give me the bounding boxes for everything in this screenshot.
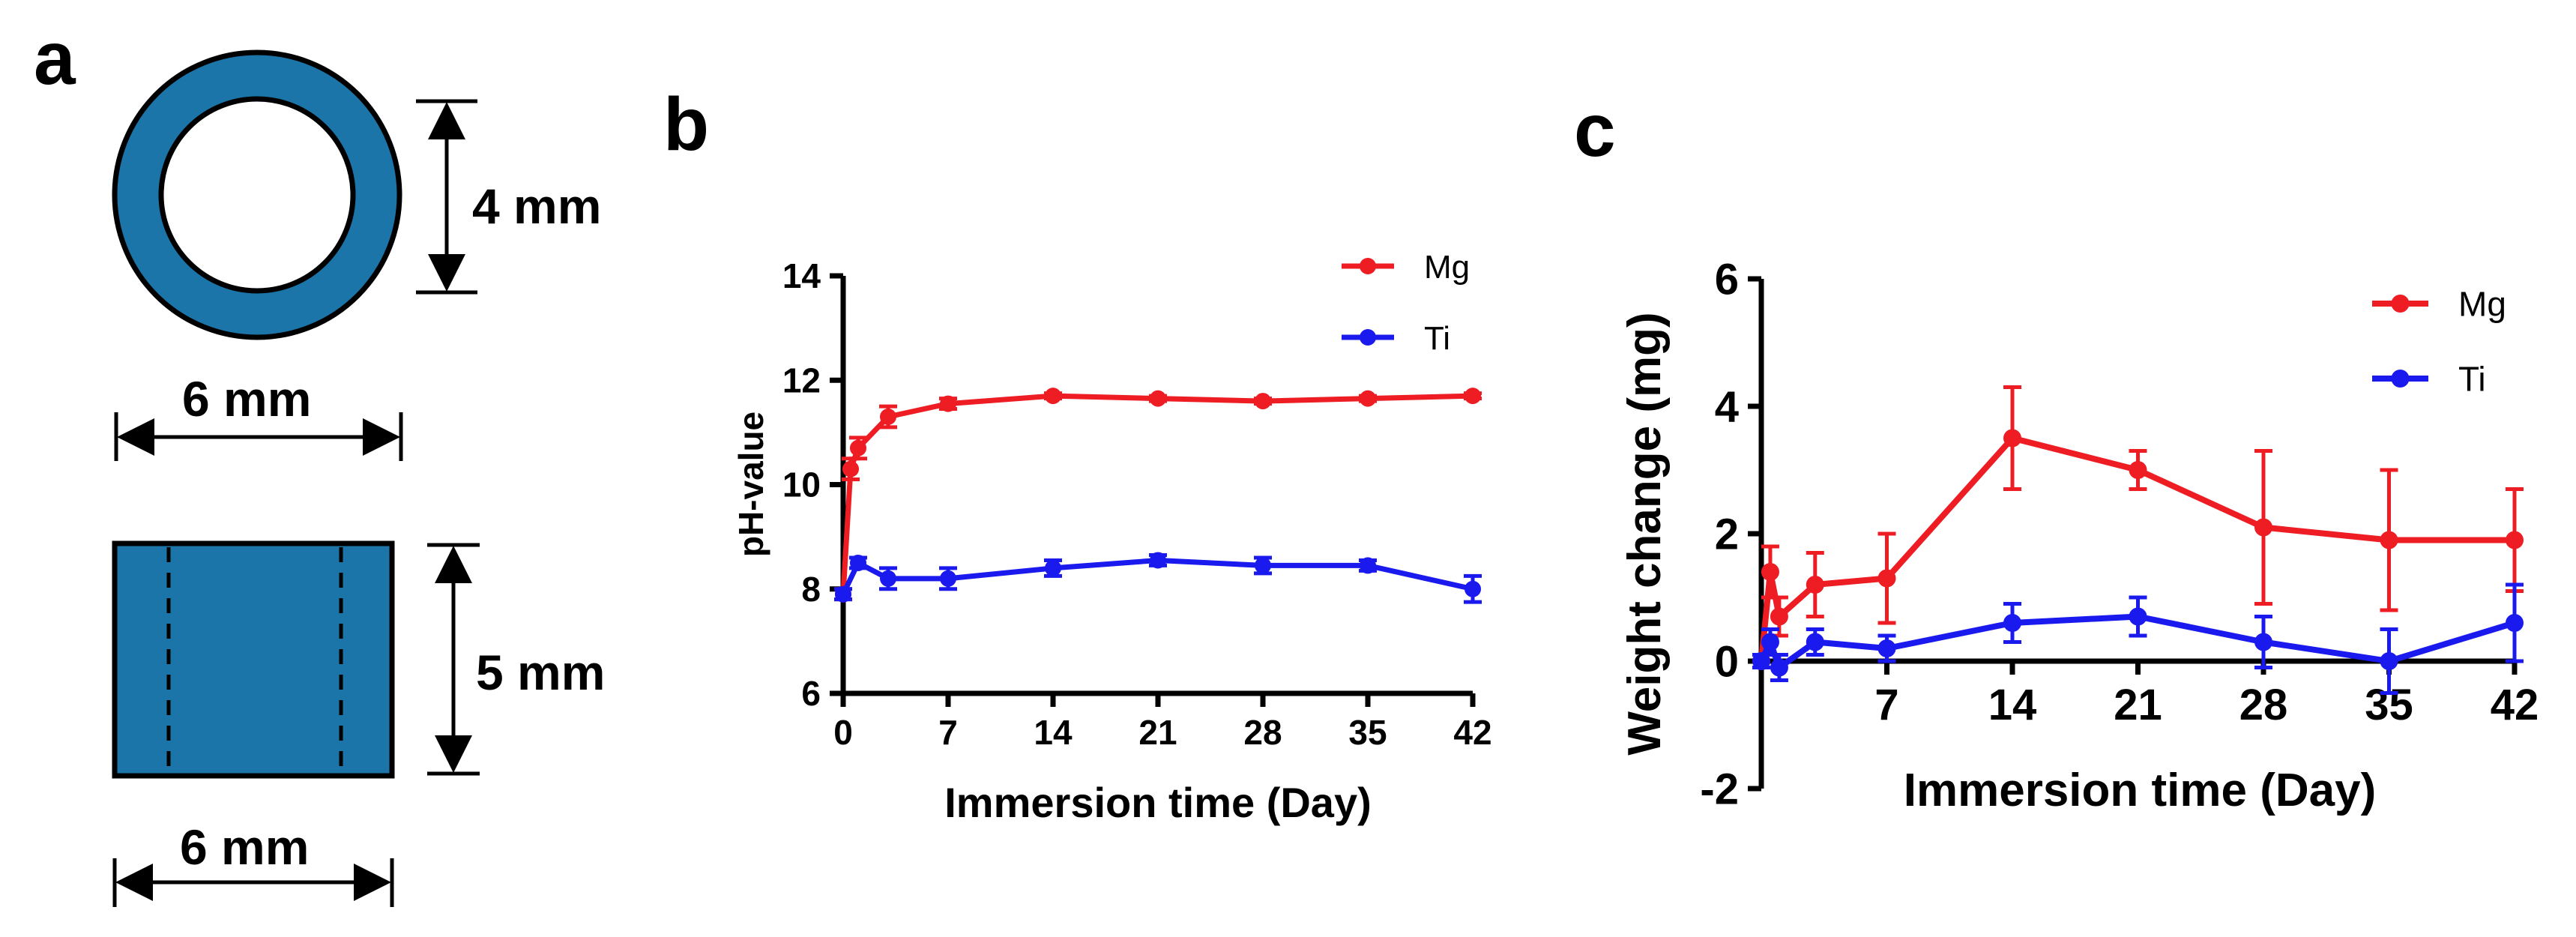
data-point-mg (1770, 607, 1788, 626)
data-point-mg (2506, 531, 2524, 549)
legend-marker-ti (1360, 329, 1376, 346)
cylinder-height-dimension: 5 mm (427, 543, 605, 776)
x-tick-label: 21 (1138, 713, 1177, 752)
data-point-ti (940, 570, 956, 587)
legend-label-mg: Mg (2458, 285, 2506, 324)
data-point-ti (850, 554, 866, 571)
y-tick-label: 12 (782, 361, 821, 400)
data-point-mg (1360, 390, 1376, 407)
data-point-ti (1761, 633, 1779, 651)
x-tick-label: 28 (2239, 681, 2288, 729)
x-tick-label: 14 (1988, 681, 2037, 729)
data-point-ti (835, 585, 851, 603)
ring-inner-hole (158, 96, 356, 294)
legend-label-ti: Ti (1424, 320, 1450, 357)
y-tick-label: 6 (1715, 255, 1739, 304)
x-tick-label: 0 (833, 713, 853, 752)
cylinder-width-label: 6 mm (180, 819, 309, 875)
data-point-ti (1465, 580, 1481, 597)
y-tick-label: 8 (801, 570, 821, 609)
y-tick-label: -2 (1700, 765, 1739, 813)
data-point-mg (940, 395, 956, 412)
series-line-mg (1758, 435, 2515, 662)
ring-height-label: 4 mm (472, 178, 601, 234)
data-point-mg (1045, 388, 1061, 405)
legend-marker-mg (2391, 295, 2410, 313)
legend-label-ti: Ti (2458, 360, 2486, 399)
x-axis-title: Immersion time (Day) (1904, 765, 2377, 816)
y-tick-label: 6 (801, 674, 821, 713)
ring-height-dimension: 4 mm (416, 99, 601, 295)
chart-ph: 6 8 10 12 14 0 7 14 21 28 35 42 Mg Ti Immersion time… (732, 249, 1492, 826)
legend-marker-ti (2391, 370, 2410, 388)
data-point-mg (2380, 531, 2398, 549)
data-point-ti (1877, 639, 1896, 657)
data-point-ti (1360, 557, 1376, 574)
data-point-mg (1806, 576, 1824, 594)
data-point-mg (842, 460, 859, 477)
cylinder-side-view (112, 540, 395, 779)
data-point-ti (1752, 652, 1770, 670)
x-tick-label: 7 (938, 713, 958, 752)
data-point-ti (2254, 633, 2272, 651)
data-point-mg (1877, 569, 1896, 588)
data-point-mg (1150, 390, 1166, 407)
data-point-mg (1465, 388, 1481, 405)
x-tick-label: 7 (1874, 681, 1898, 729)
data-point-mg (2003, 429, 2021, 448)
cylinder-width-dimension: 6 mm (112, 819, 394, 907)
x-tick-label: 35 (1348, 713, 1387, 752)
y-tick-label: 10 (782, 466, 821, 504)
data-point-mg (2254, 518, 2272, 537)
data-point-ti (2506, 614, 2524, 632)
data-point-ti (2003, 614, 2021, 632)
schematic: 4 mm 6 mm 5 mm 6 mm (112, 49, 605, 907)
data-point-ti (1045, 559, 1061, 576)
legend-label-mg: Mg (1424, 249, 1470, 286)
legend-marker-mg (1360, 258, 1376, 274)
data-point-mg (2129, 461, 2147, 479)
cylinder-height-label: 5 mm (476, 645, 605, 700)
x-tick-label: 14 (1034, 713, 1073, 752)
y-tick-label: 0 (1715, 637, 1739, 686)
data-point-mg (850, 439, 866, 457)
y-tick-label: 14 (782, 256, 821, 295)
data-point-ti (1255, 557, 1271, 574)
data-point-ti (2129, 607, 2147, 626)
panel-label-b: b (663, 82, 709, 166)
data-point-mg (880, 408, 896, 425)
ring-width-dimension: 6 mm (114, 371, 403, 461)
data-point-ti (1770, 658, 1788, 677)
y-tick-label: 2 (1715, 510, 1739, 558)
x-tick-label: 21 (2114, 681, 2162, 729)
x-tick-label: 42 (2491, 681, 2539, 729)
series-line-mg (840, 393, 1473, 594)
y-axis-title: Weight change (mg) (1619, 312, 1671, 755)
y-axis-title: pH-value (732, 412, 770, 557)
x-tick-label: 28 (1243, 713, 1282, 752)
data-point-ti (880, 570, 896, 587)
data-point-mg (1761, 563, 1779, 581)
data-point-ti (1150, 552, 1166, 569)
data-point-mg (1255, 393, 1271, 410)
y-tick-label: 4 (1715, 382, 1739, 431)
ring-width-label: 6 mm (182, 371, 311, 427)
data-point-ti (1806, 633, 1824, 651)
panel-label-a: a (34, 16, 76, 100)
data-point-ti (2380, 652, 2398, 670)
x-tick-label: 42 (1453, 713, 1491, 752)
panel-label-c: c (1574, 88, 1616, 172)
series-line-ti (1758, 613, 2516, 671)
x-axis-title: Immersion time (Day) (944, 779, 1372, 826)
